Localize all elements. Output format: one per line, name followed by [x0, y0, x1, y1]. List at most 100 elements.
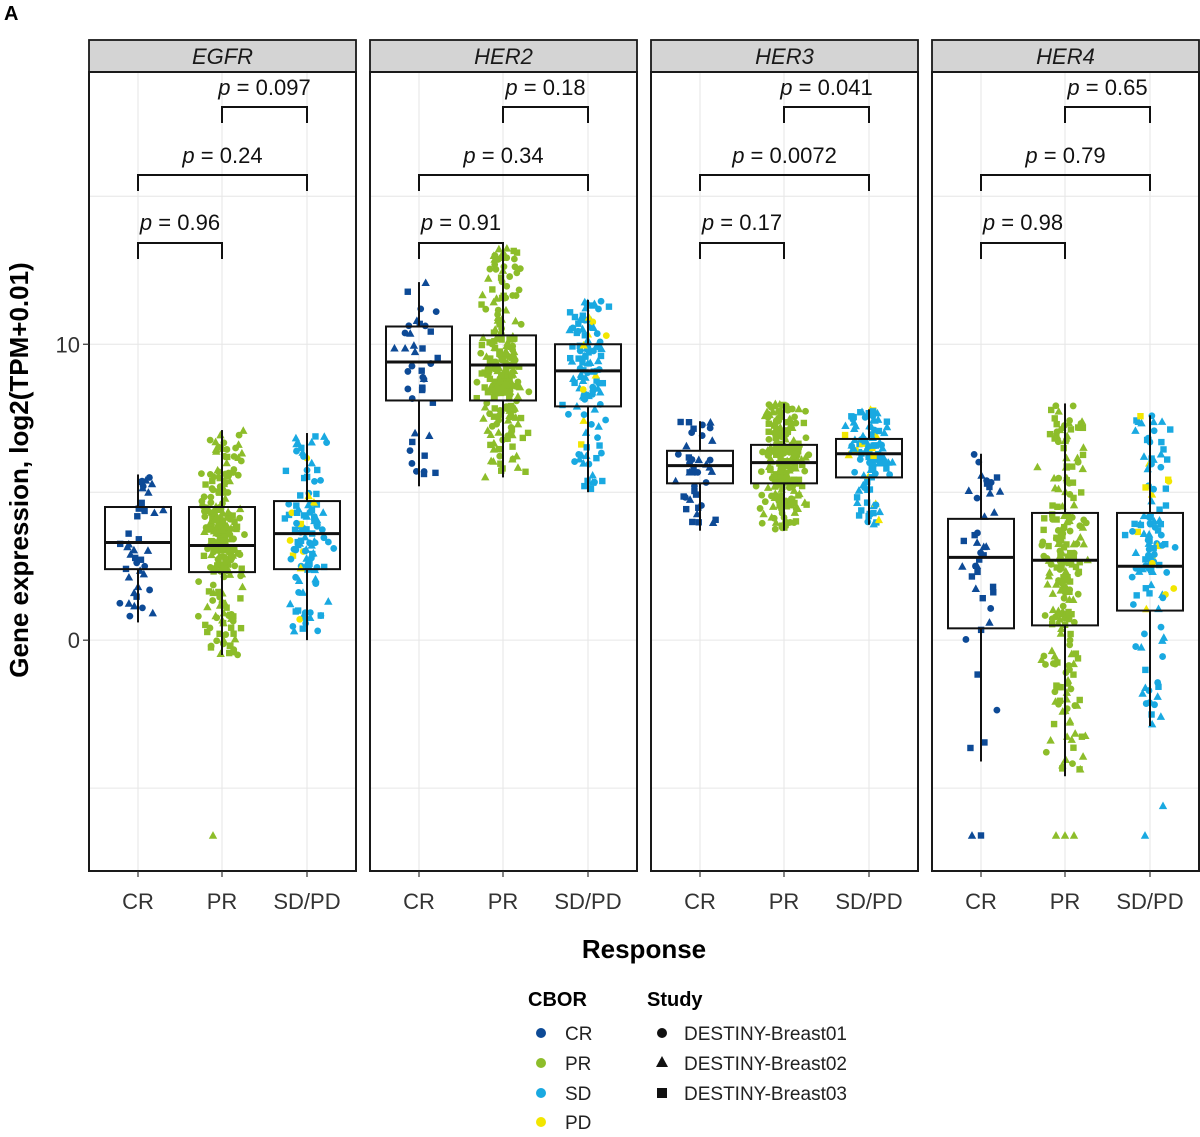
data-point — [212, 512, 221, 520]
data-point — [772, 417, 780, 425]
data-point — [304, 508, 314, 516]
x-tick-label: SD/PD — [1116, 889, 1183, 914]
data-point — [409, 341, 419, 349]
data-point — [977, 549, 985, 557]
data-point — [510, 353, 517, 361]
data-point — [763, 483, 773, 491]
data-point — [288, 509, 296, 517]
data-point — [310, 516, 319, 525]
data-point — [224, 530, 231, 538]
data-point — [680, 493, 687, 500]
data-point — [496, 406, 504, 414]
facet-her4: HER4 p = 0.98 p = 0.79 p = 0.65 CR PR SD/PD — [931, 39, 1200, 914]
data-point — [760, 411, 770, 420]
data-point — [198, 497, 206, 505]
data-point — [870, 509, 877, 517]
data-point — [778, 465, 786, 473]
data-point — [285, 511, 293, 519]
data-point — [525, 388, 533, 396]
data-point — [1079, 424, 1087, 432]
data-point — [1162, 485, 1170, 492]
data-point — [1138, 564, 1147, 573]
data-point — [1074, 458, 1082, 466]
data-point — [1048, 589, 1058, 597]
data-point — [229, 617, 237, 625]
data-point — [787, 502, 795, 509]
data-point — [1072, 650, 1080, 657]
data-point — [1067, 735, 1076, 743]
data-point — [1167, 426, 1174, 433]
data-point — [491, 405, 498, 412]
data-point — [146, 474, 153, 481]
data-point — [300, 524, 309, 533]
box-cr — [104, 474, 172, 623]
data-point — [1148, 455, 1155, 462]
data-point — [871, 456, 878, 463]
data-point — [1053, 564, 1060, 571]
data-point — [489, 286, 496, 293]
data-point — [878, 451, 888, 460]
data-point — [1050, 483, 1060, 492]
data-point — [883, 418, 891, 425]
data-point — [234, 471, 242, 479]
data-point — [757, 468, 765, 475]
p-value-label: p = 0.18 — [504, 75, 585, 100]
data-point — [1033, 462, 1042, 471]
data-point — [1066, 527, 1074, 535]
data-point — [298, 588, 308, 596]
data-point — [1052, 580, 1061, 588]
data-point — [408, 460, 416, 467]
data-point — [575, 454, 584, 463]
facet-strip-label: HER4 — [1036, 44, 1095, 69]
data-point — [581, 395, 589, 403]
data-point — [496, 348, 503, 355]
legend-cbor-pr-swatch — [536, 1058, 546, 1068]
data-point — [429, 399, 437, 406]
data-point — [798, 482, 806, 490]
data-point — [1049, 620, 1056, 628]
data-point — [432, 308, 440, 316]
data-point — [496, 376, 505, 384]
data-point — [226, 534, 235, 543]
data-point — [559, 401, 566, 409]
data-point — [207, 550, 216, 559]
data-point — [1139, 529, 1149, 537]
data-point — [602, 332, 610, 340]
data-point — [576, 347, 584, 355]
data-point — [768, 492, 775, 500]
data-point — [493, 420, 501, 428]
data-point — [496, 321, 503, 328]
data-point — [509, 347, 519, 356]
data-point — [1145, 687, 1153, 694]
data-point — [582, 352, 589, 360]
data-point — [1140, 831, 1150, 839]
data-point — [293, 540, 302, 549]
data-point — [390, 343, 399, 352]
data-point — [1066, 490, 1074, 498]
data-point — [1155, 516, 1164, 524]
data-point — [993, 706, 1001, 714]
y-tick-label: 10 — [56, 332, 80, 357]
data-point — [215, 588, 222, 596]
data-point — [752, 482, 760, 490]
data-point — [508, 382, 516, 389]
data-point — [756, 505, 764, 512]
data-point — [1053, 420, 1060, 428]
data-point — [222, 458, 231, 467]
data-point — [979, 594, 986, 602]
data-point — [297, 492, 304, 499]
data-point — [1067, 649, 1076, 658]
data-point — [513, 392, 523, 400]
data-point — [977, 832, 985, 839]
data-point — [203, 602, 212, 611]
data-point — [874, 515, 884, 524]
data-point — [588, 420, 595, 428]
data-point — [1056, 566, 1064, 573]
data-point — [682, 441, 691, 450]
facet-egfr: EGFR p = 0.96 p = 0.24 p = 0.097 CR PR SD/PD — [88, 39, 357, 914]
data-point — [493, 363, 503, 372]
data-point — [1069, 500, 1079, 509]
x-tick-label: SD/PD — [835, 889, 902, 914]
data-point — [593, 330, 601, 337]
data-point — [486, 430, 495, 438]
